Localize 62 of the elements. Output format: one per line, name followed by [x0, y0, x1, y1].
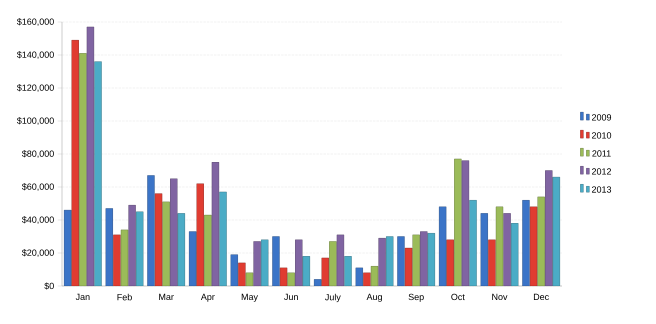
x-tick-label: May	[242, 294, 258, 302]
x-tick-label: Jun	[284, 294, 298, 300]
bar	[136, 212, 144, 286]
bar	[454, 158, 462, 286]
y-tick-label: $0	[44, 282, 54, 290]
x-tick-label: Aug	[366, 294, 382, 302]
bar	[196, 184, 204, 286]
y-tick-label: $120,000	[16, 84, 54, 92]
bar	[488, 240, 496, 286]
legend-label: 2012	[592, 168, 612, 175]
bar	[128, 204, 136, 286]
x-tick-label: Nov	[492, 294, 508, 300]
bar	[238, 262, 246, 286]
x-tick-label: Sep	[408, 294, 424, 302]
legend-label: 2013	[592, 186, 612, 193]
x-tick-label: July	[325, 294, 341, 302]
bar	[329, 241, 337, 286]
bar	[378, 238, 386, 286]
bar	[188, 231, 196, 286]
bar	[480, 213, 488, 286]
bar	[230, 254, 238, 286]
y-tick-label: $160,000	[16, 18, 54, 26]
x-tick-label: Oct	[451, 294, 465, 300]
x-tick-label: Apr	[200, 294, 215, 302]
bar	[438, 206, 446, 286]
bar	[64, 210, 72, 286]
y-tick-label: $40,000	[22, 216, 54, 224]
legend-label: 2010	[592, 132, 612, 139]
bar	[79, 53, 87, 286]
bar	[204, 214, 212, 286]
x-tick-label: Mar	[159, 294, 174, 300]
bar	[446, 240, 454, 286]
bar	[162, 202, 170, 286]
x-tick-label: Jan	[76, 294, 90, 300]
bar	[386, 236, 394, 286]
y-tick-label: $20,000	[22, 249, 54, 257]
bar	[420, 231, 428, 286]
bar	[428, 233, 436, 286]
bar	[113, 234, 121, 286]
y-tick-label: $80,000	[22, 150, 54, 158]
bar	[537, 196, 545, 286]
bar	[295, 240, 302, 286]
bar	[72, 40, 79, 286]
y-tick-label: $100,000	[16, 117, 54, 125]
bar	[253, 241, 261, 286]
bar	[552, 176, 560, 286]
bar	[503, 213, 511, 286]
bar	[178, 213, 186, 286]
x-tick-label: Dec	[534, 294, 549, 300]
bar	[511, 223, 518, 286]
bar	[302, 256, 310, 286]
bar	[170, 178, 178, 286]
y-tick-label: $140,000	[16, 51, 54, 59]
bar	[412, 234, 420, 286]
bar	[106, 208, 113, 286]
legend-label: 2011	[592, 150, 611, 157]
legend-label: 2009	[592, 114, 612, 121]
bar	[356, 268, 364, 286]
bar	[545, 170, 552, 286]
bar	[261, 240, 268, 286]
y-tick-label: $60,000	[22, 183, 54, 191]
x-tick-label: Feb	[118, 294, 132, 300]
